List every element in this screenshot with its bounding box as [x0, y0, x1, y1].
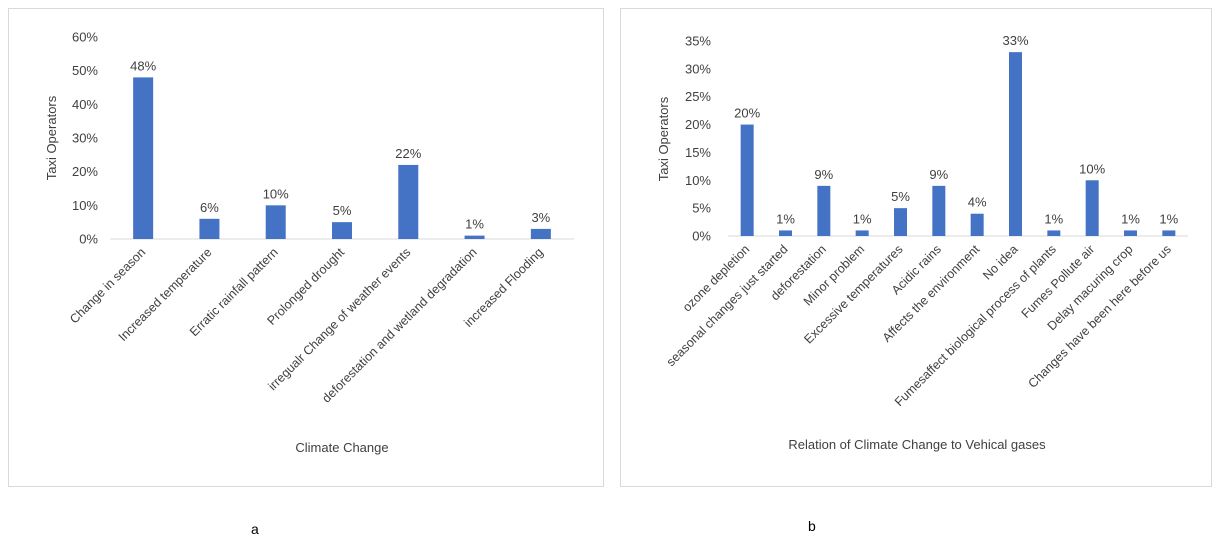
chart2-data-label: 10%: [1079, 161, 1105, 176]
chart2-y-tick-label: 20%: [685, 117, 711, 132]
chart2-bar: [1009, 52, 1022, 237]
chart1-category-label: deforestation and wetland degradation: [319, 245, 479, 405]
chart1-y-tick-label: 0%: [79, 232, 98, 247]
chart1-y-tick-label: 60%: [72, 30, 98, 45]
chart2-y-tick-label: 5%: [692, 201, 711, 216]
chart1-data-label: 10%: [263, 186, 289, 201]
chart1-y-tick-label: 50%: [72, 63, 98, 78]
chart2-bar: [1085, 180, 1099, 236]
chart2-data-label: 9%: [814, 167, 833, 182]
chart2-bar: [1162, 230, 1176, 236]
chart1-bar: [332, 222, 352, 239]
chart2-data-label: 1%: [1159, 211, 1178, 226]
chart-panel-a: [8, 8, 604, 487]
chart1-y-axis-title: Taxi Operators: [44, 95, 59, 180]
chart1-data-label: 3%: [531, 210, 550, 225]
chart2-data-label: 1%: [1121, 211, 1140, 226]
chart2-data-label: 20%: [734, 106, 760, 121]
chart2-y-tick-label: 10%: [685, 173, 711, 188]
chart1-data-label: 22%: [395, 146, 421, 161]
chart1-category-label: irregualr Change of weather events: [265, 245, 413, 393]
chart2-y-tick-label: 15%: [685, 145, 711, 160]
chart1-bar: [133, 77, 154, 240]
chart1-bar: [398, 164, 419, 239]
chart2-data-label: 4%: [968, 195, 987, 210]
chart1-bar: [530, 228, 551, 239]
chart2-bar: [1124, 230, 1137, 236]
chart1-bar: [265, 205, 286, 239]
chart2-bar: [970, 213, 984, 236]
chart2-y-tick-label: 25%: [685, 89, 711, 104]
chart2-y-tick-label: 30%: [685, 61, 711, 76]
chart2-bar: [932, 185, 946, 236]
chart1-bar: [199, 218, 220, 239]
chart2-bar: [779, 230, 792, 236]
panel-label-a: a: [251, 521, 259, 537]
chart2-y-axis-title: Taxi Operators: [656, 96, 671, 181]
chart2-data-label: 1%: [1044, 211, 1063, 226]
chart2-category-label: Changes have been here before us: [1025, 242, 1173, 390]
chart1-y-tick-label: 40%: [72, 97, 98, 112]
chart1-data-label: 5%: [333, 203, 352, 218]
chart1-y-tick-label: 20%: [72, 164, 98, 179]
chart2-data-label: 5%: [891, 189, 910, 204]
chart2-data-label: 33%: [1002, 33, 1028, 48]
chart2-y-tick-label: 0%: [692, 229, 711, 244]
chart2-bar: [1047, 230, 1061, 236]
chart2-y-tick-label: 35%: [685, 34, 711, 49]
chart2-x-axis-title: Relation of Climate Change to Vehical ga…: [788, 437, 1046, 452]
chart2-bar: [894, 208, 907, 236]
chart2-data-label: 1%: [776, 211, 795, 226]
chart1-data-label: 1%: [465, 217, 484, 232]
chart1-x-axis-title: Climate Change: [295, 440, 388, 455]
chart2-bar: [740, 124, 754, 236]
chart2-bar: [855, 230, 869, 236]
chart2-bar: [817, 185, 831, 236]
chart2-category-label: ozone depletion: [680, 242, 752, 314]
panel-label-b: b: [808, 518, 816, 534]
chart1-y-tick-label: 10%: [72, 198, 98, 213]
chart2-data-label: 1%: [853, 211, 872, 226]
chart1-bar: [464, 235, 485, 239]
chart1-data-label: 48%: [130, 58, 156, 73]
chart-panel-b: [620, 8, 1212, 487]
chart1-y-tick-label: 30%: [72, 131, 98, 146]
chart2-data-label: 9%: [929, 167, 948, 182]
chart1-data-label: 6%: [200, 200, 219, 215]
